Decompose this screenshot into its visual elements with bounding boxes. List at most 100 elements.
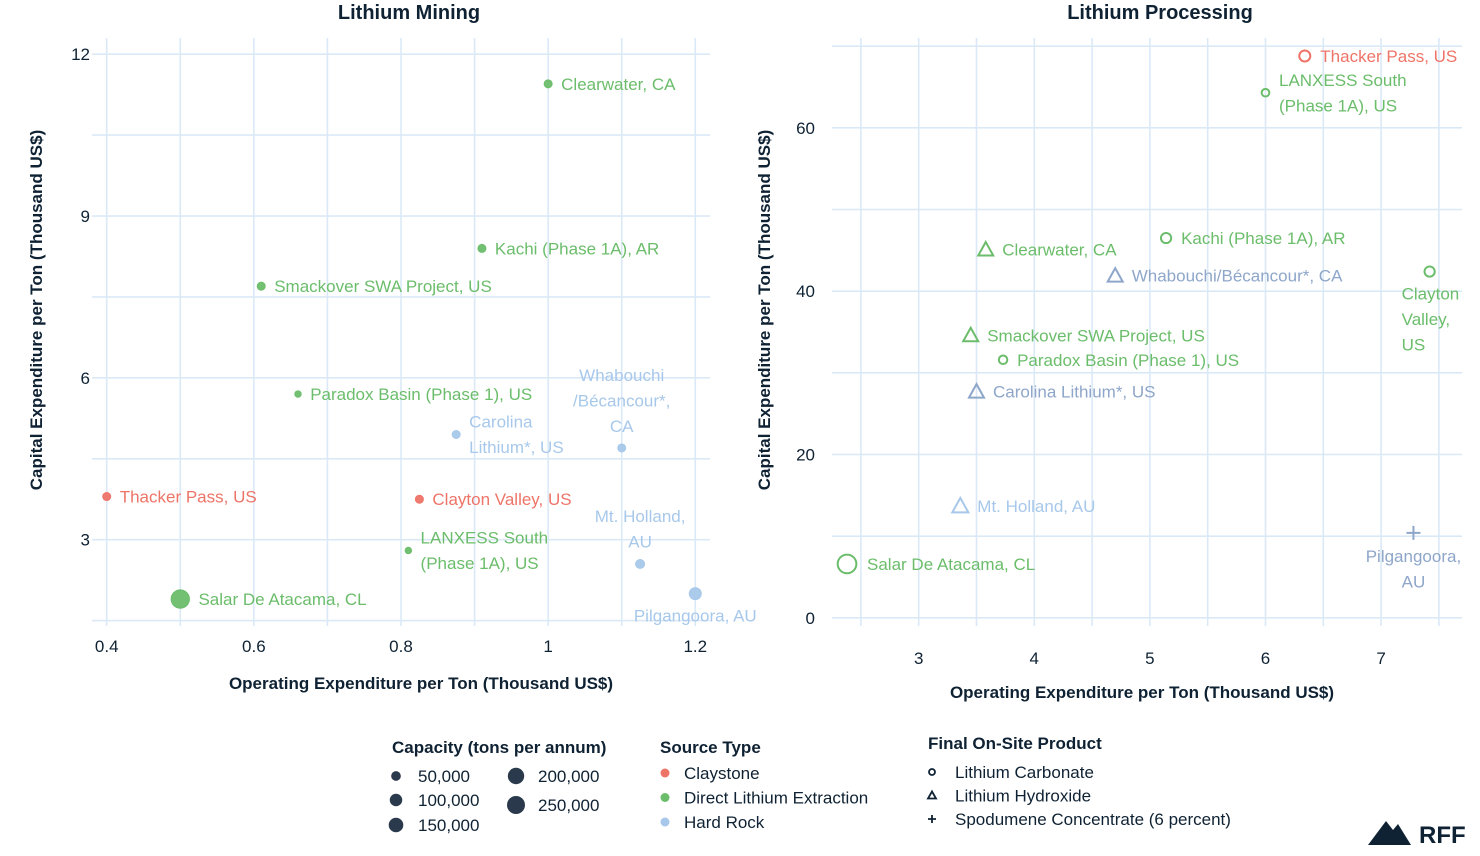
data-point: Smackover SWA Project, US [256,277,492,296]
point-label-line: Paradox Basin (Phase 1), US [1017,351,1239,370]
data-point: Pilgangoora, AU [634,587,757,626]
point-label-line: (Phase 1A), US [1279,96,1397,115]
data-point: Pilgangoora, AU [1366,525,1461,592]
data-point: Clearwater, CA [543,75,676,94]
point-label: Kachi (Phase 1A), AR [495,239,659,258]
data-point: Carolina Lithium*, US [967,382,1156,402]
y-tick-label: 12 [71,45,90,64]
point-label: Salar De Atacama, CL [198,590,366,609]
capacity-legend-label: 200,000 [538,767,599,786]
data-point: Mt. Holland, AU [950,495,1095,516]
point-marker-circle [997,354,1009,366]
point-label: Carolina Lithium*, US [469,413,563,458]
point-label-line: Whabouchi [579,366,664,385]
y-tick-label: 40 [796,282,815,301]
point-marker-circle [1260,87,1271,98]
data-point: Salar De Atacama, CL [170,589,367,609]
capacity-size-icon [389,793,403,807]
point-label-line: LANXESS South [421,529,549,548]
point-label-line: Clearwater, CA [1002,241,1117,260]
point-marker [294,390,302,398]
point-marker-triangle [961,325,980,343]
product-legend-label: Lithium Hydroxide [955,787,1091,806]
data-point: Thacker Pass, US [102,488,257,507]
point-marker-triangle [950,495,971,514]
y-tick-label: 9 [81,207,90,226]
point-label: Clayton Valley, US [432,490,571,509]
point-label-line: Smackover SWA Project, US [274,277,492,296]
source-color-icon [660,817,670,827]
data-point: Paradox Basin (Phase 1), US [294,385,532,404]
grid [92,38,710,626]
y-axis-label: Capital Expenditure per Ton (Thousand US… [755,130,774,491]
point-marker-circle [1298,49,1312,63]
point-label-line: Pilgangoora, [1366,547,1461,566]
point-label-line: Clayton Valley, US [432,490,571,509]
point-label-line: Kachi (Phase 1A), AR [495,239,659,258]
point-label-line: Smackover SWA Project, US [987,326,1205,345]
point-label-line: Clayton [1402,285,1460,304]
x-axis-label: Operating Expenditure per Ton (Thousand … [950,683,1334,702]
data-point: Whabouchi/Bécancour*, CA [573,366,670,453]
point-label-line: LANXESS South [1279,71,1407,90]
point-label-line: Pilgangoora, AU [634,607,757,626]
point-label-line: AU [1402,572,1426,591]
legend-capacity-title: Capacity (tons per annum) [392,738,606,757]
point-label-line: Thacker Pass, US [120,488,257,507]
point-label: LANXESS South (Phase 1A), US [421,529,549,574]
point-label-line: Salar De Atacama, CL [198,590,366,609]
data-point: Paradox Basin (Phase 1), US [997,351,1239,370]
x-tick-label: 3 [914,649,923,668]
data-point: Whabouchi/Bécancour*, CA [1106,266,1343,286]
x-tick-label: 1.2 [683,637,707,656]
data-point: Kachi (Phase 1A), AR [1159,229,1345,248]
point-label-line: Mt. Holland, AU [977,497,1095,516]
y-axis-label: Capital Expenditure per Ton (Thousand US… [27,130,46,491]
x-axis-label: Operating Expenditure per Ton (Thousand … [229,674,613,693]
x-tick-label: 0.6 [242,637,266,656]
point-marker-triangle [1106,266,1125,283]
point-label: Pilgangoora, AU [1366,547,1461,592]
point-marker [414,494,424,504]
point-label: Pilgangoora, AU [634,607,757,626]
point-label-line: Paradox Basin (Phase 1), US [310,385,532,404]
point-label-line: Carolina [469,413,533,432]
x-tick-label: 1 [543,637,552,656]
x-tick-label: 6 [1261,649,1270,668]
plus-icon [928,815,936,823]
point-marker-circle [1159,231,1173,245]
y-tick-label: 0 [806,609,815,628]
legend-source-title: Source Type [660,738,761,757]
data-point: Smackover SWA Project, US [961,325,1205,345]
x-tick-label: 5 [1145,649,1154,668]
point-marker-plus [1406,525,1421,540]
point-marker [543,79,553,89]
legend-product: Final On-Site Product Lithium Carbonate L… [926,734,1231,829]
legend-capacity: Capacity (tons per annum) 50,000 100,000 1… [388,738,606,835]
x-tick-label: 0.4 [95,637,119,656]
point-label: Mt. Holland, AU [595,507,686,552]
data-point: Clayton Valley, US [1402,265,1460,355]
point-label: Smackover SWA Project, US [987,326,1205,345]
point-marker [617,443,627,453]
legend-product-title: Final On-Site Product [928,734,1102,753]
y-tick-label: 20 [796,446,815,465]
x-tick-label: 4 [1030,649,1039,668]
source-legend-label: Claystone [684,764,760,783]
mountain-logo-icon [1368,821,1411,845]
point-label: Clearwater, CA [561,75,676,94]
x-tick-label: 0.8 [389,637,413,656]
point-label-line: US [1402,336,1426,355]
y-tick-label: 6 [81,369,90,388]
point-marker [635,558,646,569]
point-label-line: Salar De Atacama, CL [867,555,1035,574]
point-label-line: Mt. Holland, [595,507,686,526]
circle-icon [928,768,936,776]
point-label: Whabouchi/Bécancour*, CA [1132,267,1343,286]
point-label: Salar De Atacama, CL [867,555,1035,574]
point-label-line: Kachi (Phase 1A), AR [1181,229,1345,248]
point-label: Thacker Pass, US [120,488,257,507]
point-label: Paradox Basin (Phase 1), US [1017,351,1239,370]
point-label-line: CA [610,417,634,436]
chart-title: Lithium Processing [1067,2,1253,24]
